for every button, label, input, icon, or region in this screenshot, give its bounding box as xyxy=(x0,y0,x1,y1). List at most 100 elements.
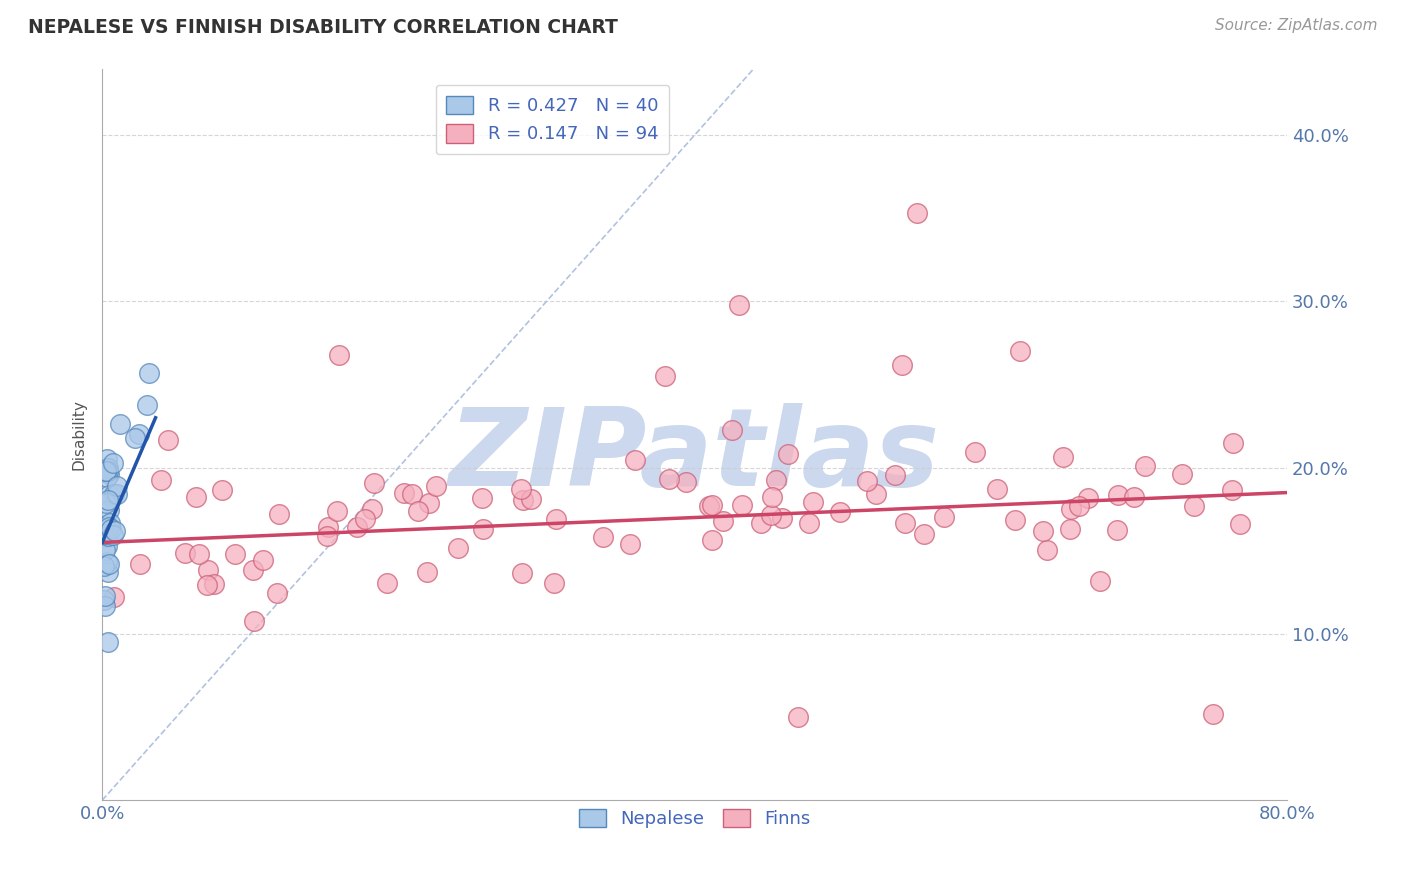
Point xyxy=(697,499,720,513)
Point xyxy=(318,520,340,534)
Point xyxy=(1135,459,1157,474)
Point xyxy=(1032,524,1054,538)
Point xyxy=(96,530,118,544)
Point xyxy=(865,487,887,501)
Point xyxy=(543,576,565,591)
Point xyxy=(354,512,377,526)
Point xyxy=(884,467,907,482)
Point xyxy=(97,493,120,508)
Point xyxy=(392,486,415,500)
Point xyxy=(138,366,160,380)
Point xyxy=(801,495,824,509)
Point xyxy=(93,593,115,607)
Point xyxy=(98,488,121,502)
Point xyxy=(856,475,879,489)
Point xyxy=(363,476,385,491)
Point xyxy=(472,522,495,536)
Y-axis label: Disability: Disability xyxy=(72,399,86,470)
Point xyxy=(700,533,723,547)
Point xyxy=(136,398,159,412)
Point xyxy=(96,470,118,484)
Point xyxy=(98,503,121,517)
Point xyxy=(94,599,117,613)
Point xyxy=(418,496,440,510)
Point xyxy=(97,635,120,649)
Point xyxy=(1077,491,1099,505)
Point xyxy=(266,586,288,600)
Point xyxy=(1123,490,1146,504)
Point xyxy=(93,559,115,574)
Point xyxy=(98,520,121,534)
Point xyxy=(1052,450,1074,464)
Point xyxy=(654,369,676,384)
Point xyxy=(252,552,274,566)
Point xyxy=(97,565,120,579)
Legend: Nepalese, Finns: Nepalese, Finns xyxy=(572,801,817,835)
Point xyxy=(1229,517,1251,532)
Point xyxy=(97,464,120,478)
Point xyxy=(128,427,150,442)
Point xyxy=(1171,467,1194,481)
Point xyxy=(101,528,124,542)
Text: Source: ZipAtlas.com: Source: ZipAtlas.com xyxy=(1215,18,1378,33)
Point xyxy=(711,515,734,529)
Point xyxy=(100,522,122,536)
Point xyxy=(103,486,125,500)
Point xyxy=(905,206,928,220)
Point xyxy=(986,483,1008,497)
Point xyxy=(1004,512,1026,526)
Point xyxy=(425,479,447,493)
Point xyxy=(96,539,118,553)
Point xyxy=(197,563,219,577)
Point xyxy=(1059,522,1081,536)
Point xyxy=(765,473,787,487)
Point xyxy=(510,482,533,496)
Point xyxy=(267,508,290,522)
Point xyxy=(1060,501,1083,516)
Point xyxy=(619,537,641,551)
Point xyxy=(447,541,470,555)
Point xyxy=(98,557,121,571)
Point xyxy=(592,530,614,544)
Point xyxy=(94,464,117,478)
Point xyxy=(94,518,117,533)
Point xyxy=(93,527,115,541)
Point xyxy=(173,546,195,560)
Point xyxy=(1222,436,1244,450)
Point xyxy=(1107,488,1129,502)
Point xyxy=(471,491,494,505)
Point xyxy=(1202,706,1225,721)
Point xyxy=(202,576,225,591)
Point xyxy=(187,547,209,561)
Point xyxy=(776,447,799,461)
Point xyxy=(787,710,810,724)
Point xyxy=(1067,499,1090,513)
Point xyxy=(98,516,121,530)
Point xyxy=(156,434,179,448)
Point xyxy=(1184,500,1206,514)
Point xyxy=(721,423,744,437)
Point xyxy=(761,490,783,504)
Point xyxy=(103,591,125,605)
Point xyxy=(94,589,117,603)
Point xyxy=(346,520,368,534)
Point xyxy=(520,491,543,506)
Point xyxy=(512,566,534,581)
Point xyxy=(675,475,697,490)
Point xyxy=(891,358,914,372)
Point xyxy=(104,524,127,538)
Point xyxy=(728,298,751,312)
Point xyxy=(544,512,567,526)
Point xyxy=(624,452,647,467)
Point xyxy=(242,563,264,577)
Point xyxy=(184,490,207,504)
Point xyxy=(96,452,118,467)
Point xyxy=(195,578,218,592)
Point xyxy=(1107,523,1129,537)
Text: ZIPatlas: ZIPatlas xyxy=(449,403,941,509)
Point xyxy=(326,504,349,518)
Point xyxy=(749,516,772,530)
Point xyxy=(965,445,987,459)
Point xyxy=(700,498,723,512)
Point xyxy=(360,502,382,516)
